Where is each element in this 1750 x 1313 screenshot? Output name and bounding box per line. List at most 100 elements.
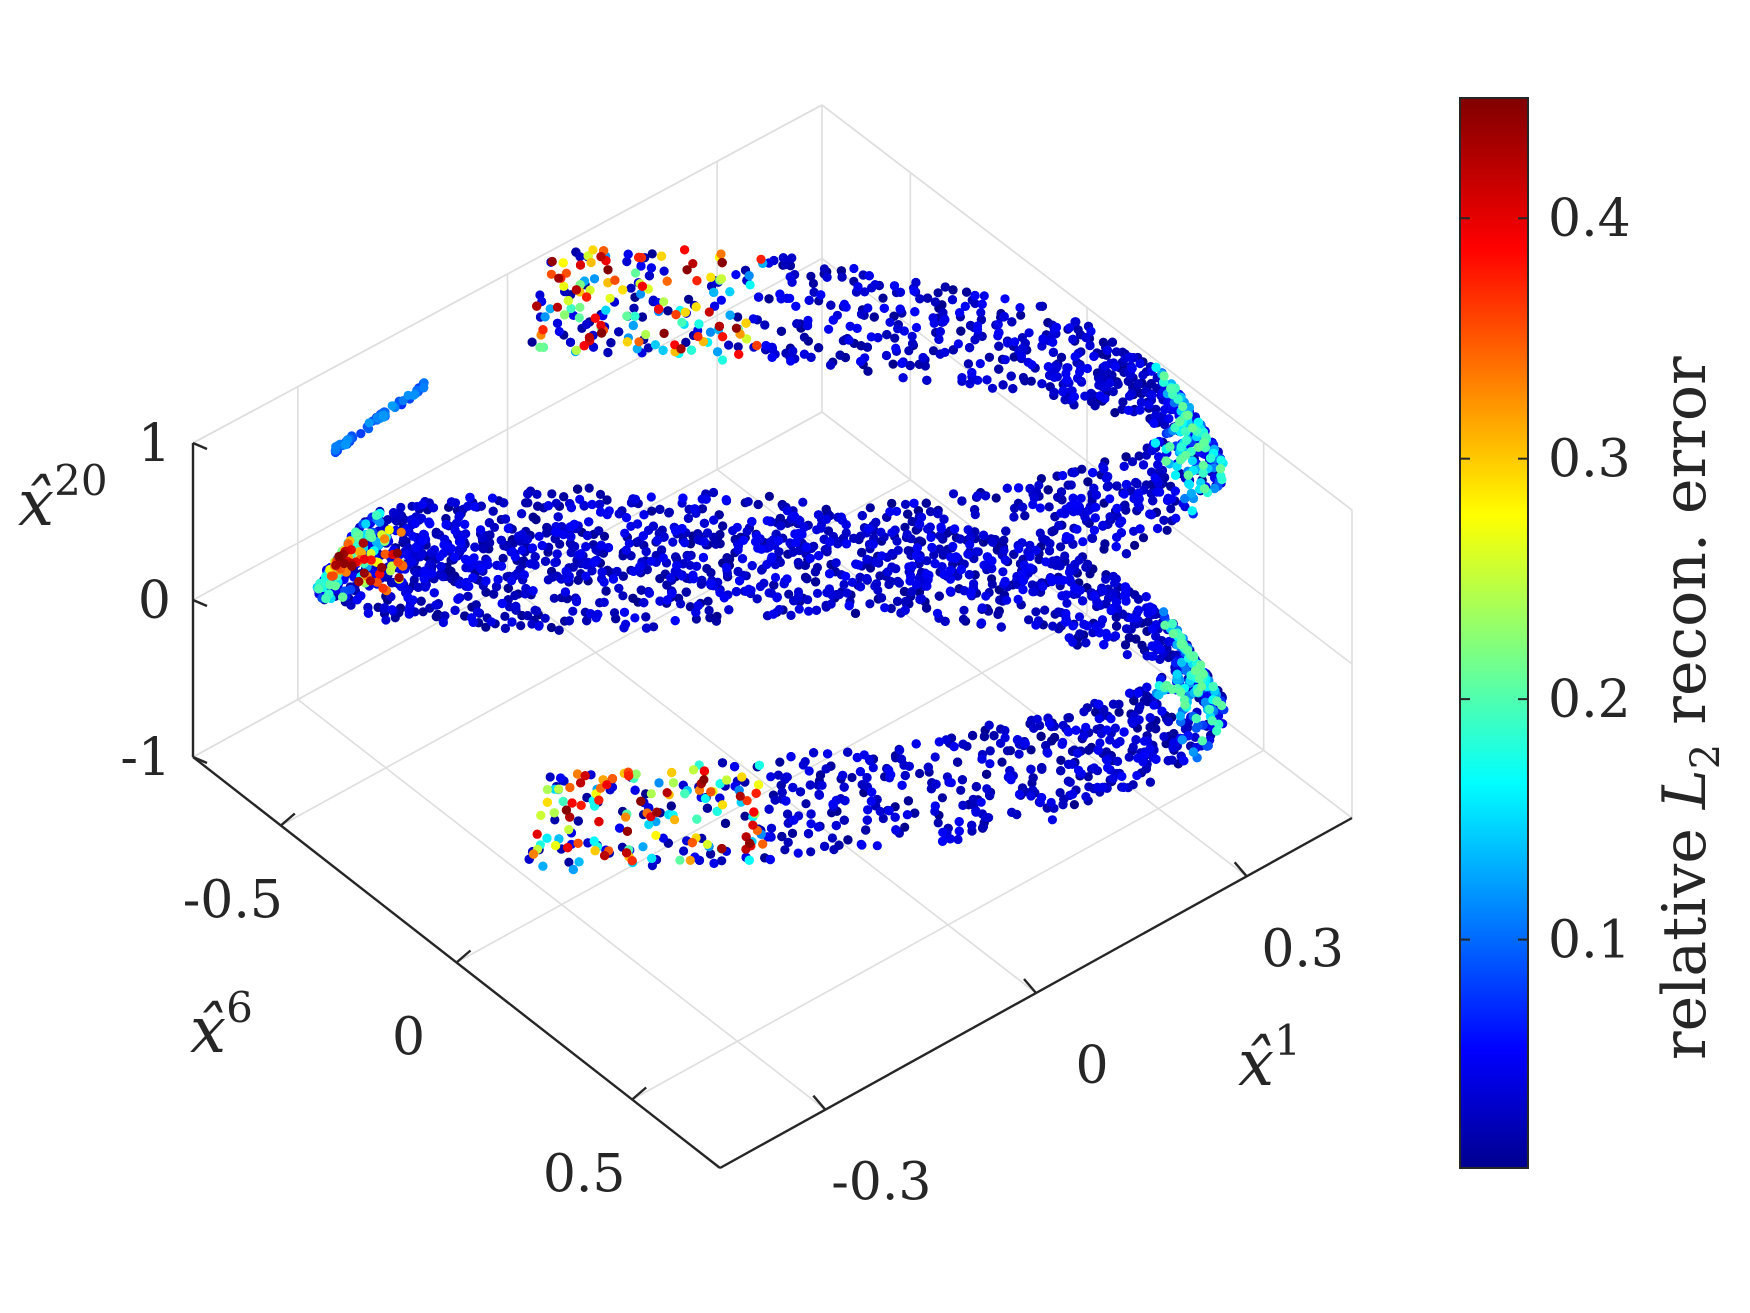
y-tick-mark bbox=[280, 812, 296, 827]
scatter-point bbox=[887, 528, 897, 538]
scatter-point bbox=[552, 318, 563, 328]
scatter-point bbox=[1026, 764, 1036, 774]
scatter-point bbox=[1070, 559, 1080, 570]
scatter-point bbox=[979, 731, 990, 742]
scatter-point bbox=[804, 295, 814, 305]
scatter-point bbox=[1141, 592, 1151, 602]
scatter-point bbox=[1037, 379, 1047, 389]
scatter-point bbox=[800, 560, 810, 571]
scatter-point bbox=[870, 581, 880, 591]
scatter-point bbox=[1035, 528, 1045, 538]
scatter-point bbox=[666, 573, 676, 583]
scatter-point bbox=[1024, 615, 1034, 625]
scatter-point bbox=[915, 294, 925, 304]
scatter-point bbox=[510, 590, 520, 601]
scatter-point bbox=[523, 489, 533, 499]
scatter-point bbox=[766, 772, 776, 782]
scatter-point bbox=[1124, 633, 1134, 643]
scatter-point bbox=[575, 252, 585, 262]
scatter-point bbox=[806, 847, 816, 857]
scatter-point bbox=[1060, 551, 1070, 561]
scatter-point bbox=[685, 602, 696, 612]
scatter-point bbox=[1000, 555, 1011, 565]
scatter-point bbox=[862, 574, 872, 584]
scatter-point bbox=[814, 790, 825, 800]
scatter-point bbox=[922, 581, 932, 591]
scatter-point bbox=[541, 528, 552, 538]
scatter-point bbox=[802, 574, 812, 584]
grid-wall-line bbox=[192, 257, 823, 601]
scatter-point bbox=[599, 531, 610, 542]
scatter-point bbox=[565, 337, 576, 347]
scatter-point bbox=[614, 327, 624, 337]
scatter-point bbox=[847, 772, 857, 783]
scatter-point bbox=[681, 587, 691, 597]
scatter-point bbox=[811, 605, 822, 615]
scatter-point bbox=[970, 509, 980, 520]
scatter-point bbox=[1031, 620, 1041, 630]
scatter-point bbox=[927, 542, 937, 553]
scatter-point bbox=[903, 509, 913, 519]
scatter-point bbox=[965, 343, 975, 353]
scatter-point bbox=[826, 360, 836, 370]
scatter-point bbox=[1040, 605, 1050, 615]
scatter-point bbox=[957, 496, 967, 506]
scatter-point bbox=[1048, 347, 1058, 357]
scatter-point bbox=[1031, 607, 1041, 617]
scatter-point bbox=[549, 593, 559, 603]
scatter-point bbox=[1084, 745, 1094, 755]
scatter-point bbox=[893, 596, 903, 607]
scatter-point bbox=[922, 603, 932, 613]
scatter-point bbox=[1043, 485, 1053, 495]
scatter-point bbox=[1056, 542, 1066, 552]
scatter-point bbox=[547, 489, 557, 499]
scatter-point bbox=[1100, 361, 1110, 371]
scatter-point bbox=[1066, 480, 1076, 490]
scatter-point bbox=[939, 514, 949, 524]
scatter-point bbox=[1138, 460, 1149, 470]
scatter-point bbox=[1125, 352, 1135, 362]
scatter-point bbox=[488, 506, 498, 516]
scatter-point bbox=[1145, 722, 1155, 732]
scatter-point bbox=[1122, 650, 1132, 660]
scatter-point bbox=[817, 780, 827, 791]
scatter-point bbox=[709, 515, 719, 525]
scatter-point bbox=[630, 494, 641, 504]
scatter-point bbox=[450, 605, 460, 616]
scatter-point bbox=[798, 497, 808, 507]
scatter-point bbox=[429, 588, 439, 598]
scatter-point bbox=[532, 489, 542, 499]
scatter-point bbox=[747, 561, 757, 571]
scatter-point bbox=[677, 571, 687, 581]
scatter-point bbox=[799, 332, 810, 342]
scatter-point bbox=[573, 816, 583, 826]
scatter-point bbox=[1009, 512, 1019, 522]
scatter-point bbox=[641, 623, 652, 633]
scatter-point bbox=[564, 616, 574, 626]
3d-axes bbox=[191, 441, 1353, 1170]
scatter-point bbox=[760, 320, 770, 330]
scatter-point bbox=[1147, 390, 1157, 400]
scatter-point bbox=[404, 605, 414, 615]
scatter-point bbox=[810, 567, 821, 577]
grid-wall-line bbox=[192, 104, 823, 444]
scatter-point bbox=[1048, 621, 1058, 631]
scatter-point bbox=[666, 801, 676, 811]
scatter-point bbox=[793, 557, 803, 568]
scatter-point bbox=[431, 612, 441, 622]
scatter-point bbox=[869, 312, 879, 322]
scatter-point bbox=[1018, 502, 1028, 512]
scatter-point bbox=[683, 513, 694, 524]
scatter-point bbox=[1056, 766, 1066, 776]
scatter-point bbox=[1079, 707, 1089, 717]
scatter-point bbox=[998, 380, 1008, 390]
scatter-point bbox=[1127, 457, 1138, 467]
scatter-point bbox=[717, 856, 727, 866]
scatter-point bbox=[436, 562, 446, 572]
scatter-point bbox=[525, 559, 536, 569]
scatter-point bbox=[1047, 527, 1057, 537]
scatter-point bbox=[1002, 595, 1012, 605]
scatter-point bbox=[1110, 723, 1120, 733]
scatter-point bbox=[934, 737, 944, 747]
scatter-point bbox=[813, 510, 824, 520]
